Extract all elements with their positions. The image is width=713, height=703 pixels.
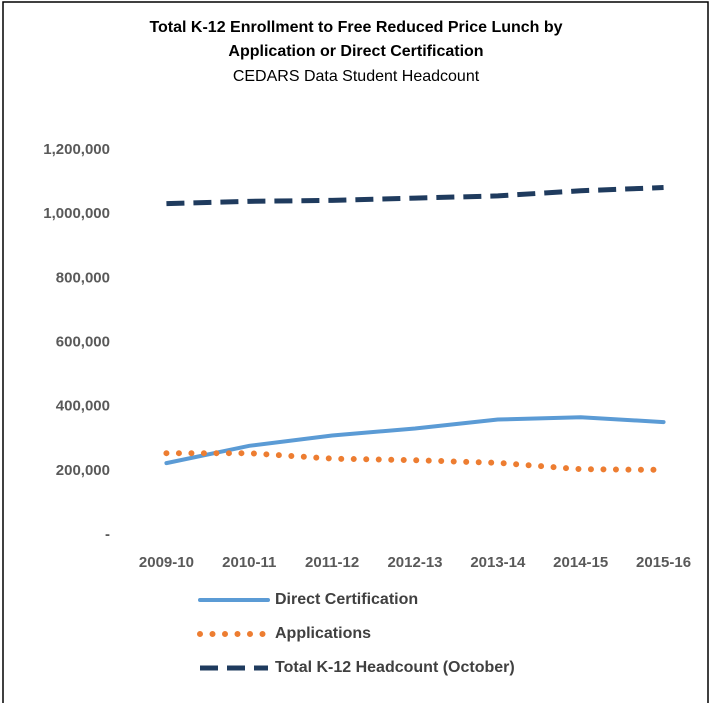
legend-label: Applications bbox=[275, 625, 371, 642]
x-tick-label: 2011-12 bbox=[305, 554, 359, 571]
x-tick-label: 2012-13 bbox=[387, 554, 442, 571]
x-tick-label: 2009-10 bbox=[139, 554, 194, 571]
series-line bbox=[164, 415, 666, 466]
y-tick-label: 800,000 bbox=[56, 269, 110, 286]
chart-title: Application or Direct Certification bbox=[228, 43, 483, 60]
series-line bbox=[166, 185, 664, 207]
y-tick-label: 600,000 bbox=[56, 333, 110, 350]
y-tick-label: 1,000,000 bbox=[43, 205, 110, 222]
series-line bbox=[163, 450, 667, 473]
x-tick-label: 2010-11 bbox=[222, 554, 276, 571]
legend-label: Total K-12 Headcount (October) bbox=[275, 659, 515, 676]
chart-subtitle: CEDARS Data Student Headcount bbox=[233, 68, 480, 85]
y-tick-label: - bbox=[105, 526, 110, 543]
chart-title: Total K-12 Enrollment to Free Reduced Pr… bbox=[149, 19, 562, 36]
x-tick-label: 2015-16 bbox=[636, 554, 691, 571]
legend-label: Direct Certification bbox=[275, 591, 418, 608]
x-tick-label: 2013-14 bbox=[470, 554, 526, 571]
y-tick-label: 200,000 bbox=[56, 462, 110, 479]
x-tick-label: 2014-15 bbox=[553, 554, 608, 571]
y-tick-label: 1,200,000 bbox=[43, 141, 110, 158]
y-tick-label: 400,000 bbox=[56, 398, 110, 415]
